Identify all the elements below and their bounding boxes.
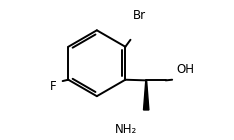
Text: NH₂: NH₂ bbox=[115, 123, 137, 136]
Text: Br: Br bbox=[133, 9, 146, 22]
Text: OH: OH bbox=[177, 63, 195, 76]
Polygon shape bbox=[143, 80, 149, 110]
Text: F: F bbox=[50, 80, 56, 93]
